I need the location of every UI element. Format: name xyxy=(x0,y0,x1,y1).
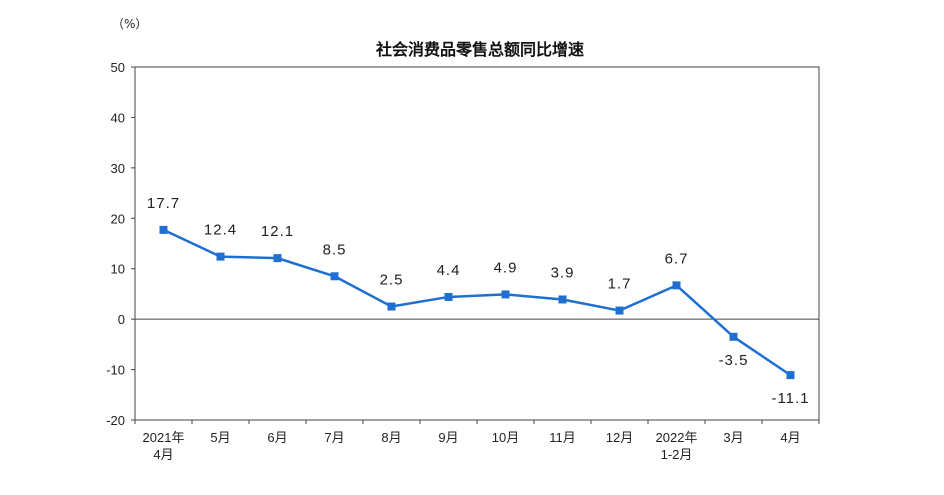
data-label: 6.7 xyxy=(665,250,689,267)
y-tick-label: -10 xyxy=(106,363,125,378)
data-point xyxy=(444,292,453,301)
x-tick-label: 9月 xyxy=(438,430,458,445)
x-tick-label: 10月 xyxy=(492,430,519,445)
data-label: -3.5 xyxy=(719,352,749,369)
y-tick-label: 20 xyxy=(111,211,125,226)
data-point xyxy=(330,272,339,281)
x-tick-label: 4月 xyxy=(780,430,800,445)
data-point xyxy=(729,332,738,341)
data-point xyxy=(501,290,510,299)
data-label: 2.5 xyxy=(380,272,404,289)
data-point xyxy=(786,371,795,380)
data-label: 12.4 xyxy=(204,222,237,239)
data-point xyxy=(216,252,225,261)
data-labels: 17.7 12.4 12.1 8.5 2.5 4.4 4.9 3.9 1.7 6.7 -3.5 -11… xyxy=(147,195,809,407)
data-point xyxy=(615,306,624,315)
y-tick-label: -20 xyxy=(106,413,125,428)
data-point xyxy=(159,225,168,234)
x-tick-label: 2022年 1-2月 xyxy=(656,430,698,462)
series-markers xyxy=(159,225,795,380)
y-tick-label: 40 xyxy=(111,110,125,125)
y-tick-label: 30 xyxy=(111,161,125,176)
data-label: 4.4 xyxy=(437,262,461,279)
x-tick-label: 8月 xyxy=(381,430,401,445)
x-tick-label: 2021年 4月 xyxy=(143,430,185,462)
data-label: 17.7 xyxy=(147,195,180,212)
y-axis-unit: （%） xyxy=(112,17,147,31)
x-axis: 2021年 4月 5月 6月 7月 8月 9月 10月 11月 12月 2022年 1-2月 3月 4月 xyxy=(134,420,820,462)
data-point xyxy=(672,281,681,290)
x-tick-label: 7月 xyxy=(324,430,344,445)
y-axis: 50 40 30 20 10 0 -10 -20 xyxy=(106,60,135,428)
chart-title: 社会消费品零售总额同比增速 xyxy=(375,40,584,59)
x-tick-label: 12月 xyxy=(606,430,633,445)
y-tick-label: 50 xyxy=(111,60,125,75)
x-tick-label: 11月 xyxy=(549,430,576,445)
x-tick-label: 5月 xyxy=(210,430,230,445)
data-label: 8.5 xyxy=(323,241,347,258)
y-tick-label: 0 xyxy=(118,312,125,327)
data-label: -11.1 xyxy=(771,390,809,407)
data-label: 1.7 xyxy=(608,276,632,293)
y-tick-label: 10 xyxy=(111,262,125,277)
data-label: 3.9 xyxy=(551,264,575,281)
x-tick-label: 6月 xyxy=(267,430,287,445)
data-point xyxy=(273,254,282,263)
data-point xyxy=(387,302,396,311)
x-tick-label: 3月 xyxy=(723,430,743,445)
data-label: 12.1 xyxy=(261,223,294,240)
plot-area xyxy=(134,66,820,421)
series-line xyxy=(162,228,792,377)
data-label: 4.9 xyxy=(494,259,518,276)
data-point xyxy=(558,295,567,304)
